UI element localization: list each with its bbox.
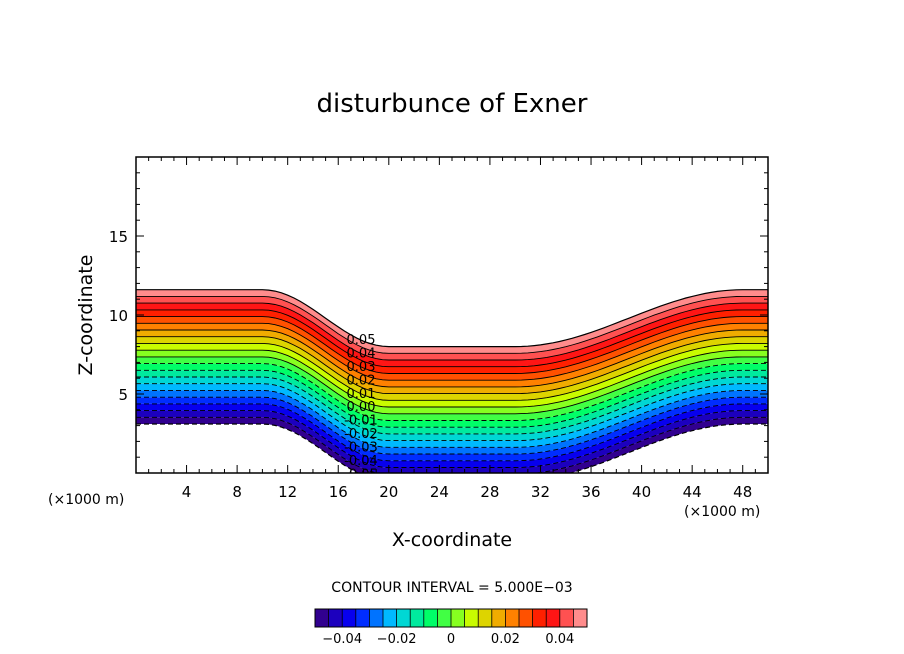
contour-band [136,410,768,473]
contour-line [136,376,768,435]
colorbar-tick-label: 0.02 [491,632,520,647]
contour-value-label: 0.05 [347,333,376,348]
colorbar-swatch [342,609,357,627]
y-tick-label: 15 [109,228,128,246]
y-axis-title: Z-coordinate [75,255,97,376]
colorbar-swatch [410,609,425,627]
colorbar-swatch [383,609,397,627]
colorbar-swatch [505,609,520,627]
colorbar-swatch [315,609,329,627]
x-tick-label: 28 [480,483,499,501]
contour-line [136,342,768,401]
colorbar-swatch [478,609,493,627]
contour-band [136,403,768,468]
contour-band [136,377,768,441]
contour-line [136,369,768,428]
contour-line [136,289,768,348]
contour-line [136,295,768,354]
x-tick-label: 16 [329,483,348,501]
contour-line [136,403,768,462]
colorbar-swatch [328,609,343,627]
colorbar-swatch [396,609,411,627]
contour-line [136,316,768,374]
contour-line [136,322,768,381]
y-tick-label: 10 [109,307,128,325]
x-tick-label: 4 [182,483,192,501]
contour-line [136,302,768,361]
x-tick-label: 20 [379,483,398,501]
contour-band [136,397,768,461]
contour-value-label: -0.02 [344,427,378,442]
contour-line [136,336,768,395]
contour-value-label: 0.03 [347,360,376,375]
colorbar-swatch [464,609,479,627]
colorbar-swatch [532,609,547,627]
colorbar-swatch [519,609,533,627]
x-unit-left: (×1000 m) [48,492,124,508]
contour-band [136,390,768,454]
colorbar-swatch [423,609,438,627]
contour-line [136,363,768,421]
x-tick-label: 12 [278,483,297,501]
contour-value-label: -0.05 [344,467,378,482]
contour-value-label: 0.04 [347,347,376,362]
colorbar-swatch [355,609,370,627]
colorbar-swatch [451,609,465,627]
y-tick-label: 5 [118,386,128,404]
x-tick-label: 24 [430,483,449,501]
contour-line [136,356,768,415]
colorbar-swatch [369,609,384,627]
colorbar-frame [314,608,588,628]
x-tick-label: 44 [683,483,702,501]
colorbar-tick-label: −0.02 [377,632,417,647]
x-axis-title: X-coordinate [392,529,512,551]
colorbar: −0.04 −0.02 0 0.02 0.04 [314,608,588,647]
colorbar-tick-label: 0.04 [545,632,574,647]
contour-band [136,383,768,448]
contour-line [136,416,768,473]
contour-line [136,309,768,368]
colorbar-tick-label: −0.04 [322,632,362,647]
x-tick-label: 48 [733,483,752,501]
contour-band [136,356,768,421]
colorbar-swatch [437,609,452,627]
colorbar-swatch [491,609,506,627]
chart-title: disturbunce of Exner [317,89,588,119]
colorbar-tick-label: 0 [447,632,455,647]
x-tick-label: 32 [531,483,550,501]
contour-line [136,410,768,468]
x-tick-label: 36 [581,483,600,501]
contour-line [136,389,768,448]
x-tick-label: 8 [232,483,242,501]
colorbar-swatch [559,609,574,627]
x-tick-label: 40 [632,483,651,501]
contour-value-label: 0.01 [347,387,376,402]
contour-value-label: 0.02 [347,373,376,388]
contour-band [136,370,768,434]
x-unit-right: (×1000 m) [684,504,760,520]
colorbar-swatch [573,609,588,627]
contour-value-label: 0.00 [347,400,376,415]
contour-line [136,396,768,455]
contour-value-label: -0.03 [344,441,378,456]
contour-band [136,363,768,428]
contour-line [136,383,768,442]
contour-field: 0.050.040.030.020.010.00-0.01-0.02-0.03-… [136,289,768,482]
colorbar-swatch [546,609,561,627]
contour-line [136,329,768,388]
contour-band [136,417,768,473]
contour-value-label: -0.04 [344,454,378,469]
contour-line [136,349,768,408]
contour-line [136,423,768,473]
contour-value-label: -0.01 [344,414,378,429]
contour-interval-label: CONTOUR INTERVAL = 5.000E−03 [331,580,572,596]
